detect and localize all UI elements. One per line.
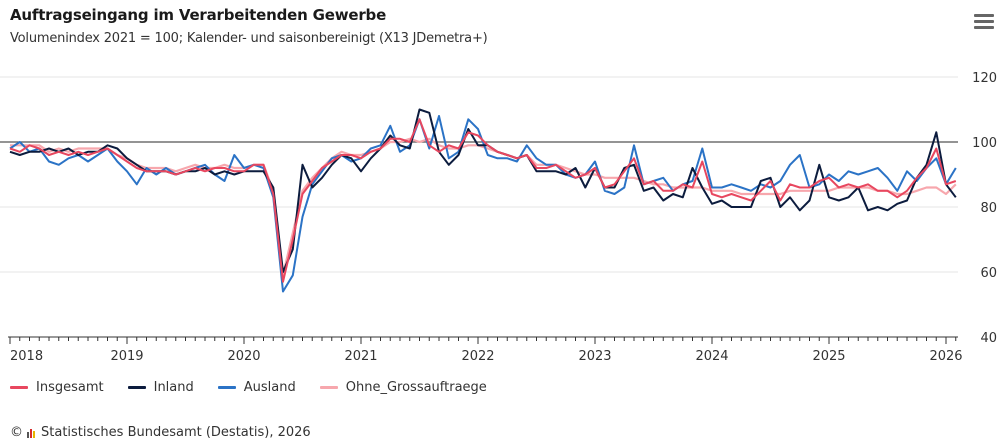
legend-item-insgesamt[interactable]: Insgesamt [10, 380, 104, 395]
credits: © Statistisches Bundesamt (Destatis), 20… [10, 425, 311, 440]
legend-label: Ohne_Grossauftraege [345, 380, 487, 395]
series-line-insgesamt[interactable] [9, 118, 957, 283]
series-lines [9, 108, 957, 293]
legend-swatch [127, 386, 146, 389]
x-tick-label: 2024 [695, 349, 728, 364]
legend-label: Ausland [243, 380, 296, 395]
legend: Insgesamt Inland Ausland Ohne_Grossauftraeg… [10, 380, 487, 395]
y-tick-label: 120 [972, 71, 997, 86]
chart-title: Auftragseingang im Verarbeitenden Gewerb… [10, 6, 387, 24]
series-line-ausland[interactable] [9, 115, 957, 293]
legend-label: Insgesamt [36, 380, 104, 395]
x-tick-label: 2018 [10, 349, 43, 364]
legend-label: Inland [153, 380, 194, 395]
hamburger-menu-icon[interactable] [974, 14, 994, 32]
legend-swatch [319, 386, 338, 389]
x-tick-label: 2026 [929, 349, 962, 364]
x-tick-label: 2019 [110, 349, 143, 364]
legend-item-inland[interactable]: Inland [127, 380, 194, 395]
y-tick-label: 60 [980, 266, 997, 281]
x-tick-label: 2021 [344, 349, 377, 364]
legend-swatch [217, 386, 236, 389]
y-tick-label: 40 [980, 331, 997, 346]
chart-subtitle: Volumenindex 2021 = 100; Kalender- und s… [10, 31, 488, 46]
x-tick-label: 2025 [812, 349, 845, 364]
line-chart: 40 60 80 100 120 2018 2019 2020 2021 2022 2023 202… [0, 71, 997, 364]
destatis-logo-icon [27, 428, 35, 438]
legend-item-ausland[interactable]: Ausland [217, 380, 296, 395]
legend-item-ohne_grossauftraege[interactable]: Ohne_Grossauftraege [319, 380, 487, 395]
credits-text: Statistisches Bundesamt (Destatis), 2026 [41, 425, 311, 440]
y-tick-label: 80 [980, 201, 997, 216]
x-tick-label: 2022 [461, 349, 494, 364]
legend-swatch [10, 386, 28, 389]
y-tick-label: 100 [972, 136, 997, 151]
x-tick-label: 2020 [227, 349, 260, 364]
x-tick-label: 2023 [578, 349, 611, 364]
y-axis: 40 60 80 100 120 [972, 71, 997, 346]
copyright-symbol: © [10, 425, 23, 440]
x-axis: 2018 2019 2020 2021 2022 2023 2024 2025 2026 [8, 336, 963, 364]
